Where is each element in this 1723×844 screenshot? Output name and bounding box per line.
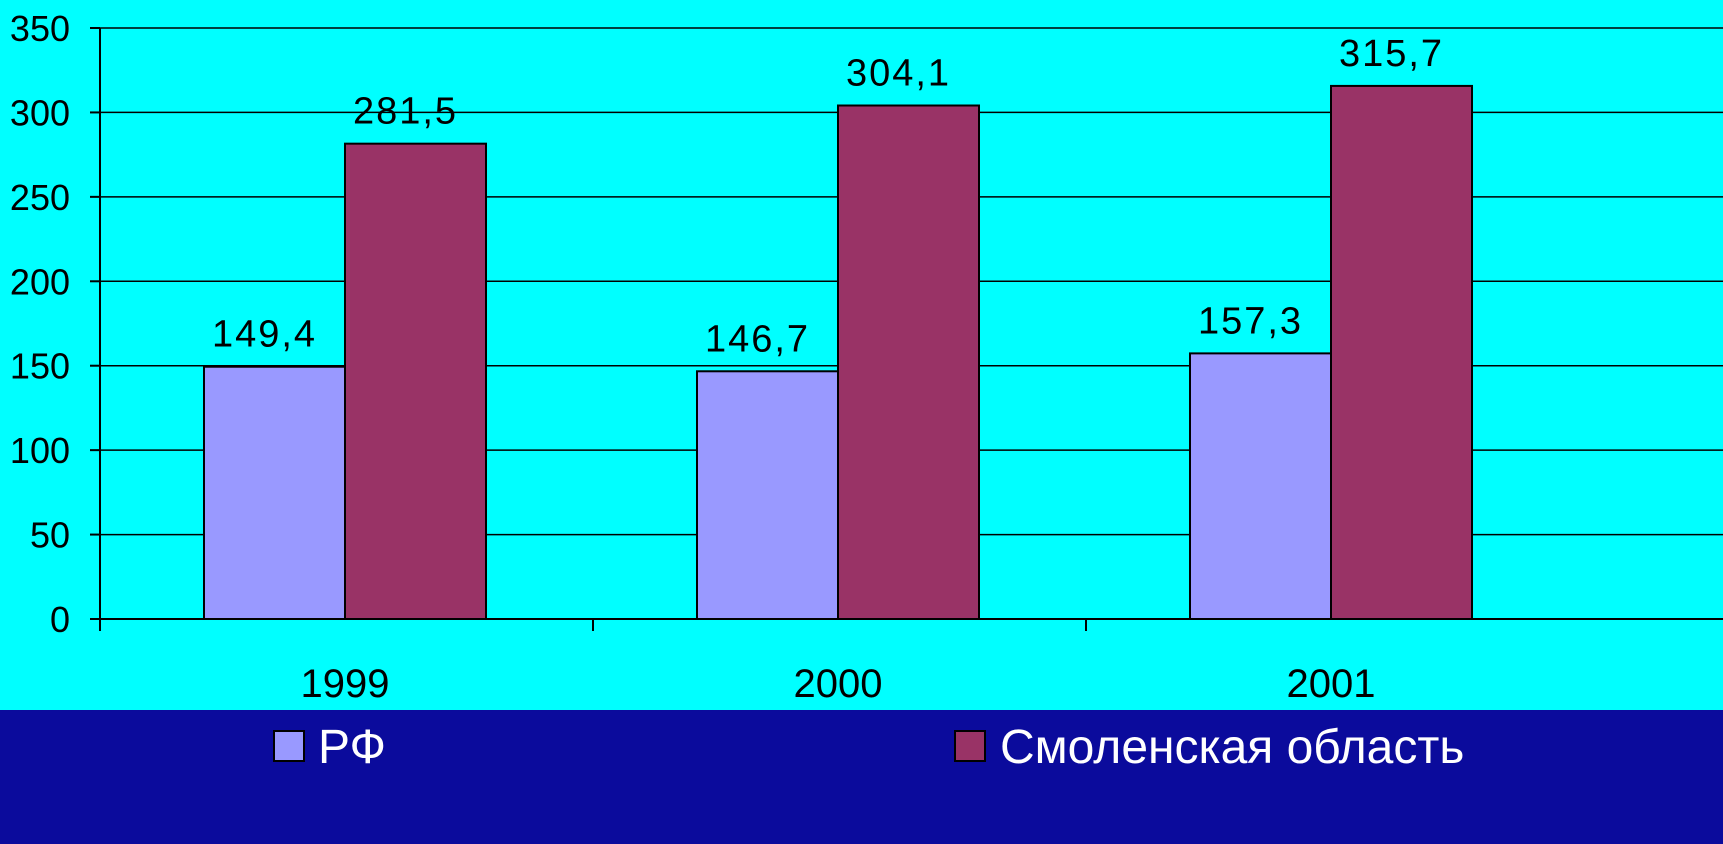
y-tick-label: 0 xyxy=(50,599,70,640)
x-tick-label-1999: 1999 xyxy=(301,662,390,706)
y-tick-label: 50 xyxy=(30,515,70,556)
legend-swatch-rf xyxy=(273,730,305,762)
axes xyxy=(90,27,1723,631)
x-tick-label-2000: 2000 xyxy=(794,662,883,706)
y-tick-label: 150 xyxy=(10,346,70,387)
data-label-rf-2000: 146,7 xyxy=(705,318,810,360)
data-label-smolensk-1999: 281,5 xyxy=(353,91,458,133)
bar-rf-2000 xyxy=(696,370,839,620)
bar-smolensk-1999 xyxy=(344,142,487,620)
data-labels: 149,4 281,5 146,7 304,1 157,3 315,7 xyxy=(212,33,1444,360)
data-label-rf-1999: 149,4 xyxy=(212,314,317,356)
y-tick-label: 100 xyxy=(10,430,70,471)
legend: РФ Смоленская область xyxy=(273,721,1464,774)
legend-item-smolensk: Смоленская область xyxy=(954,721,1464,774)
y-tick-label: 300 xyxy=(10,92,70,133)
legend-item-rf: РФ xyxy=(273,721,386,774)
data-label-rf-2001: 157,3 xyxy=(1198,300,1303,342)
data-label-smolensk-2001: 315,7 xyxy=(1339,33,1444,75)
y-tick-label: 350 xyxy=(10,8,70,49)
legend-label-rf: РФ xyxy=(318,721,386,774)
bar-smolensk-2001 xyxy=(1330,84,1473,620)
y-axis-tick-labels: 0 50 100 150 200 250 300 350 xyxy=(10,8,70,640)
bar-rf-2001 xyxy=(1189,352,1332,620)
y-tick-label: 200 xyxy=(10,261,70,302)
x-axis-category-labels: 1999 2000 2001 xyxy=(301,662,1376,706)
y-tick-label: 250 xyxy=(10,177,70,218)
x-tick-label-2001: 2001 xyxy=(1287,662,1376,706)
legend-label-smolensk: Смоленская область xyxy=(1000,721,1464,774)
bar-rf-1999 xyxy=(203,365,346,620)
legend-swatch-smolensk xyxy=(954,730,986,762)
data-label-smolensk-2000: 304,1 xyxy=(846,53,951,95)
bar-smolensk-2000 xyxy=(837,104,980,620)
